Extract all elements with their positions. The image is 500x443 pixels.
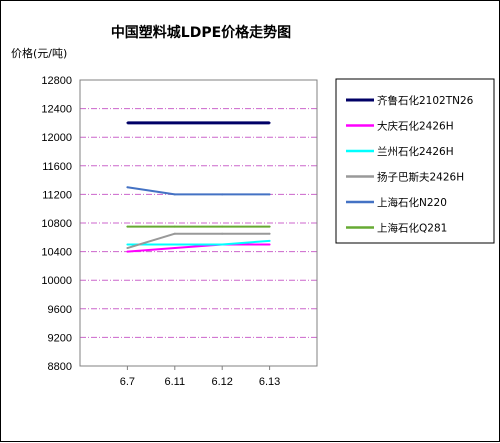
data-point <box>173 247 176 250</box>
legend-label: 兰州石化2426H <box>377 145 454 158</box>
y-tick-label: 8800 <box>48 361 72 373</box>
series-line-3 <box>127 232 270 249</box>
chart-title: 中国塑料城LDPE价格走势图 <box>111 24 291 41</box>
x-tick-label: 6.12 <box>211 376 232 388</box>
data-point <box>126 250 129 253</box>
legend-box <box>335 78 495 244</box>
y-tick-label: 11600 <box>42 161 72 173</box>
data-point <box>173 193 176 196</box>
y-tick-label: 10000 <box>41 275 72 287</box>
data-point <box>126 225 129 228</box>
data-point <box>126 121 129 124</box>
plot-area <box>79 79 318 367</box>
legend-label: 上海石化N220 <box>377 196 447 209</box>
data-point <box>268 121 271 124</box>
data-point <box>268 193 271 196</box>
y-tick-label: 10400 <box>41 247 72 259</box>
x-tick-label: 6.11 <box>165 376 186 388</box>
y-tick-label: 11200 <box>42 189 72 201</box>
data-point <box>221 225 224 228</box>
data-point <box>173 232 176 235</box>
data-point <box>126 243 129 246</box>
legend-label: 上海石化Q281 <box>377 222 447 235</box>
legend: 齐鲁石化2102TN26 大庆石化2426H 兰州石化2426H 扬子巴斯夫2426H… <box>346 94 474 235</box>
gridlines <box>80 108 317 338</box>
data-point <box>126 247 129 250</box>
series-line-4 <box>127 186 270 196</box>
data-point <box>221 243 224 246</box>
data-point <box>173 225 176 228</box>
x-tick-label: 6.7 <box>120 376 135 388</box>
legend-label: 扬子巴斯夫2426H <box>377 171 464 184</box>
x-tick-label: 6.13 <box>259 376 280 388</box>
y-tick-label: 12400 <box>41 104 72 116</box>
y-axis-ticks: 8800 9200 9600 10000 10400 10800 11200 11600 120… <box>41 75 72 373</box>
y-tick-label: 9600 <box>48 304 72 316</box>
series-line-1 <box>127 243 270 253</box>
data-point <box>126 186 129 189</box>
data-point <box>173 121 176 124</box>
data-point <box>221 121 224 124</box>
data-point <box>221 232 224 235</box>
data-point <box>268 239 271 242</box>
legend-label: 大庆石化2426H <box>377 120 454 133</box>
series-line-2 <box>127 239 270 246</box>
data-point <box>221 193 224 196</box>
y-tick-label: 12000 <box>41 132 72 144</box>
data-point <box>173 243 176 246</box>
x-axis-ticks: 6.7 6.11 6.12 6.13 <box>120 366 280 388</box>
series-lines <box>126 121 271 253</box>
data-point <box>268 225 271 228</box>
y-tick-label: 10800 <box>41 218 72 230</box>
y-tick-label: 9200 <box>48 332 72 344</box>
legend-label: 齐鲁石化2102TN26 <box>377 94 474 107</box>
y-tick-label: 12800 <box>41 75 72 87</box>
data-point <box>268 232 271 235</box>
y-axis-label: 价格(元/吨) <box>11 46 67 60</box>
data-point <box>268 243 271 246</box>
